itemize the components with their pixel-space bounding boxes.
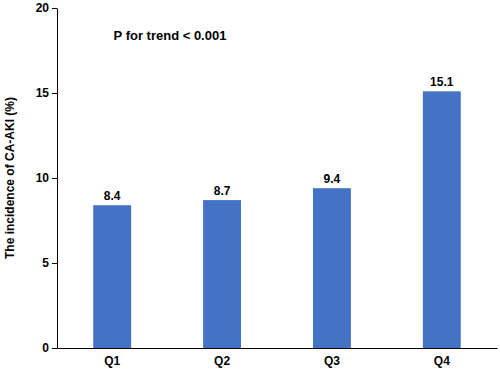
y-axis-title: The incidence of CA-AKI (%)	[3, 97, 17, 259]
x-tick: Q3	[324, 348, 340, 368]
bar	[423, 91, 461, 348]
x-axis-line	[58, 348, 498, 349]
y-tick-label: 15	[36, 86, 50, 100]
bar	[313, 188, 351, 348]
y-tick: 0	[42, 341, 57, 355]
annotation: P for trend < 0.001	[114, 28, 227, 43]
y-tick: 10	[36, 171, 57, 185]
x-tick-label: Q3	[324, 354, 340, 368]
data-label: 15.1	[430, 75, 454, 89]
data-label: 8.4	[104, 189, 121, 203]
data-label: 8.7	[214, 184, 231, 198]
chart: 0 5 10 15 20 Q1 Q2 Q3 Q4 8.4 8.7 9.4 15.1 P for trend…	[0, 0, 500, 373]
bar	[93, 205, 131, 348]
bar	[203, 200, 241, 348]
y-tick-mark	[52, 93, 57, 94]
y-tick: 5	[42, 256, 57, 270]
x-tick: Q1	[104, 348, 120, 368]
x-tick-label: Q2	[214, 354, 230, 368]
y-axis-line	[57, 9, 58, 349]
y-tick-label: 0	[42, 341, 49, 355]
x-tick-label: Q4	[434, 354, 450, 368]
y-tick-mark	[52, 8, 57, 9]
y-tick-label: 10	[36, 171, 50, 185]
y-tick-label: 20	[36, 1, 50, 15]
y-tick: 15	[36, 86, 57, 100]
y-tick-mark	[52, 348, 57, 349]
x-tick: Q4	[434, 348, 450, 368]
bars	[93, 91, 460, 348]
y-axis: 0 5 10 15 20	[36, 1, 58, 355]
plot: 0 5 10 15 20 Q1 Q2 Q3 Q4 8.4 8.7 9.4 15.1	[36, 1, 498, 367]
x-axis: Q1 Q2 Q3 Q4	[58, 348, 498, 368]
data-labels: 8.4 8.7 9.4 15.1	[104, 75, 454, 203]
x-tick-label: Q1	[104, 354, 120, 368]
x-tick: Q2	[214, 348, 230, 368]
y-tick: 20	[36, 1, 57, 15]
data-label: 9.4	[324, 172, 341, 186]
y-tick-label: 5	[42, 256, 49, 270]
y-tick-mark	[52, 263, 57, 264]
y-tick-mark	[52, 178, 57, 179]
